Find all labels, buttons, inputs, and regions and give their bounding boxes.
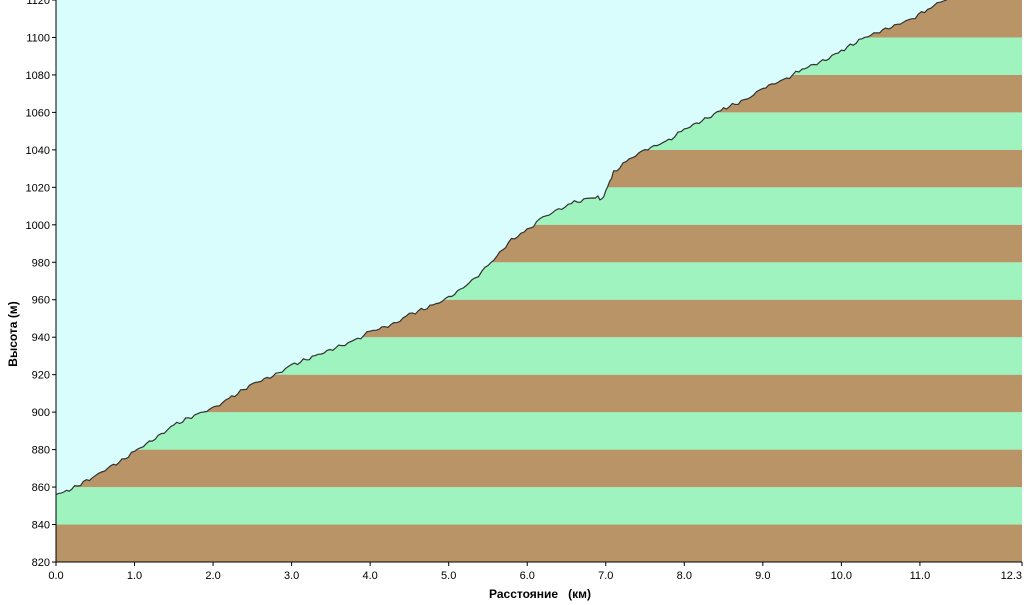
y-tick-label: 1000: [26, 220, 50, 232]
y-tick-label: 940: [32, 332, 50, 344]
y-tick-label: 880: [32, 445, 50, 457]
x-tick-label: 9.0: [755, 570, 770, 582]
y-tick-label: 1020: [26, 182, 50, 194]
plot-area: [56, 0, 1022, 562]
elevation-band: [56, 487, 1022, 525]
x-ticks: 0.0 1.0 2.0 3.0 4.0 5.0 6.0 7.0 8.0 9.0 10.0 11.0 12…: [48, 562, 1023, 582]
x-tick-label: 6.0: [520, 570, 535, 582]
elevation-band: [56, 524, 1022, 562]
y-tick-label: 860: [32, 482, 50, 494]
y-tick-label: 1120: [26, 0, 50, 7]
x-tick-label: 0.0: [48, 570, 63, 582]
y-tick-label: 840: [32, 520, 50, 532]
y-axis-title: Высота (м): [6, 301, 20, 366]
y-tick-label: 820: [32, 557, 50, 569]
x-tick-label: 4.0: [362, 570, 377, 582]
x-tick-label: 12.3: [1001, 570, 1022, 582]
axes: [55, 0, 1022, 563]
y-ticks: 820 840 860 880 900 920 940 960 980 1000 1020 1040 1…: [26, 0, 56, 569]
y-tick-label: 980: [32, 257, 50, 269]
elevation-band: [56, 449, 1022, 488]
y-tick-label: 960: [32, 295, 50, 307]
y-tick-label: 1080: [26, 70, 50, 82]
y-tick-label: 920: [32, 370, 50, 382]
elevation-profile-line: [56, 0, 948, 496]
y-tick-label: 900: [32, 407, 50, 419]
elevation-band: [56, 412, 1022, 450]
x-tick-label: 11.0: [910, 570, 931, 582]
x-tick-label: 8.0: [677, 570, 692, 582]
y-tick-label: 1100: [26, 32, 50, 44]
x-tick-label: 7.0: [598, 570, 613, 582]
y-tick-label: 1060: [26, 107, 50, 119]
x-tick-label: 1.0: [127, 570, 142, 582]
x-tick-label: 3.0: [284, 570, 299, 582]
x-tick-label: 5.0: [441, 570, 456, 582]
x-tick-label: 10.0: [831, 570, 852, 582]
y-tick-label: 1040: [26, 145, 50, 157]
x-tick-label: 2.0: [205, 570, 220, 582]
x-axis-title: Расстояние (км): [489, 587, 591, 601]
